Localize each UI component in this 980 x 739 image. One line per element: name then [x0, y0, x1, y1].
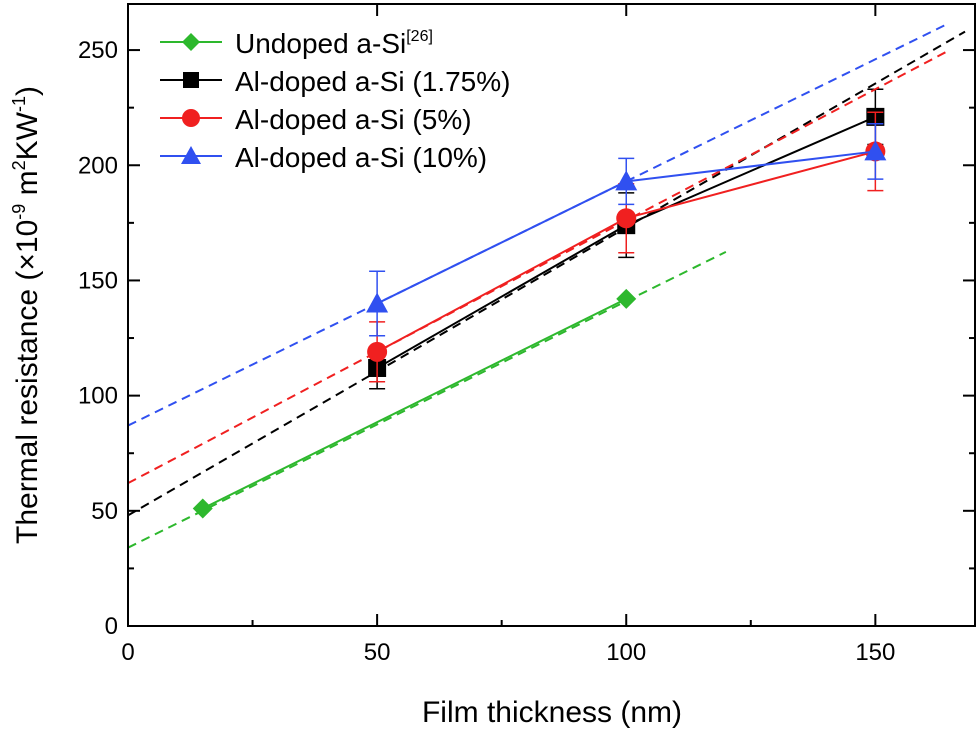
legend: Undoped a-Si[26] Al-doped a-Si (1.75%) Al-…	[160, 28, 510, 173]
y-axis-label: Thermal resistance (×10-9 m2KW-1)	[9, 86, 44, 544]
marker-triangle	[181, 146, 201, 164]
x-tick-label: 100	[606, 639, 646, 666]
legend-item: Undoped a-Si[26]	[160, 28, 433, 59]
axis-ticks: 0 50 100 150 0 50 100 150 200 250	[78, 4, 975, 666]
series-line	[202, 297, 627, 510]
series-0	[127, 250, 727, 549]
series-2	[127, 48, 951, 485]
legend-item: Al-doped a-Si (10%)	[160, 142, 487, 173]
marker-circle	[182, 109, 200, 127]
legend-label: Al-doped a-Si (10%)	[235, 142, 487, 173]
marker-diamond	[616, 288, 637, 309]
y-tick-label: 0	[105, 613, 118, 640]
marker-triangle	[366, 292, 389, 313]
series-3	[127, 24, 946, 427]
legend-label: Al-doped a-Si (1.75%)	[235, 66, 510, 97]
legend-item: Al-doped a-Si (5%)	[160, 104, 472, 135]
fit-line	[127, 48, 951, 485]
y-tick-label: 150	[78, 267, 118, 294]
legend-item: Al-doped a-Si (1.75%)	[160, 66, 510, 97]
y-tick-label: 50	[91, 498, 118, 525]
x-axis-label: Film thickness (nm)	[422, 696, 682, 729]
x-tick-label: 50	[364, 639, 391, 666]
plot-frame	[127, 3, 976, 627]
marker-triangle	[864, 140, 887, 161]
y-tick-label: 200	[78, 152, 118, 179]
marker-diamond	[192, 498, 213, 519]
fit-line	[127, 250, 727, 549]
marker-circle	[367, 341, 388, 362]
x-tick-label: 150	[855, 639, 895, 666]
plot-marks	[127, 24, 966, 549]
legend-label: Al-doped a-Si (5%)	[235, 104, 472, 135]
marker-square	[183, 72, 199, 88]
x-tick-label: 0	[121, 639, 134, 666]
legend-label: Undoped a-Si[26]	[235, 28, 433, 59]
marker-circle	[616, 208, 637, 229]
y-tick-label: 100	[78, 383, 118, 410]
marker-triangle	[615, 170, 638, 191]
fit-line	[127, 30, 966, 517]
y-tick-label: 250	[78, 37, 118, 64]
marker-diamond	[182, 33, 200, 51]
